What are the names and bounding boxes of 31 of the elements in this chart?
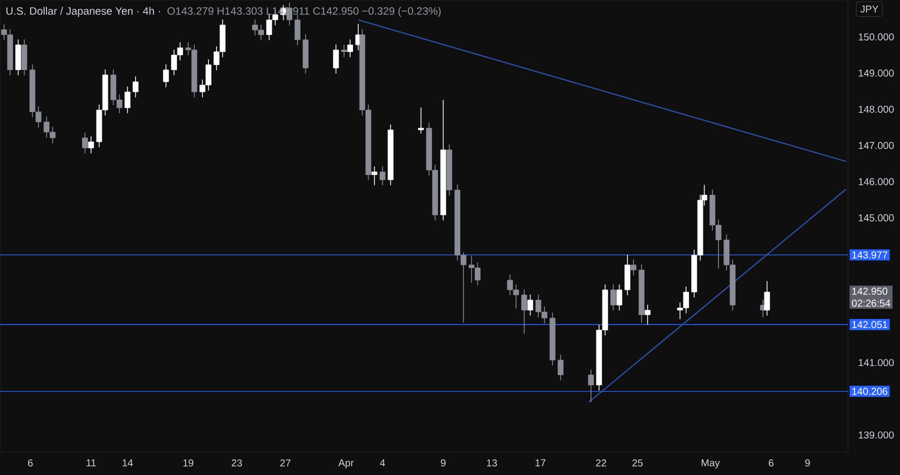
ref-line-label: 142.051 bbox=[852, 321, 888, 328]
x-tick-label: May bbox=[702, 459, 720, 468]
ref-line-label: 140.206 bbox=[852, 388, 888, 395]
x-tick-label: 17 bbox=[536, 459, 546, 466]
x-tick-label: 9 bbox=[440, 459, 446, 466]
x-tick-label: 11 bbox=[86, 459, 96, 466]
text: 142.950 bbox=[852, 288, 888, 295]
ref-line-label: 143.977 bbox=[852, 251, 888, 258]
text: JPY bbox=[860, 6, 878, 13]
x-tick-label: Apr bbox=[338, 459, 354, 468]
y-tick-label: 139.000 bbox=[858, 431, 894, 439]
text: 02:26:54 bbox=[852, 300, 890, 307]
y-tick-label: 145.000 bbox=[858, 214, 894, 222]
x-tick-label: 14 bbox=[122, 459, 133, 466]
x-tick-label: 4 bbox=[380, 459, 385, 466]
y-tick-label: 147.000 bbox=[858, 142, 894, 150]
x-tick-label: 13 bbox=[486, 459, 497, 466]
x-tick-label: 6 bbox=[28, 459, 33, 466]
y-tick-label: 148.000 bbox=[858, 106, 894, 113]
y-tick-label: 149.000 bbox=[858, 70, 894, 77]
x-tick-label: 22 bbox=[596, 459, 606, 466]
x-tick-label: 19 bbox=[183, 459, 194, 466]
y-tick-label: 146.000 bbox=[858, 178, 894, 186]
y-tick-label: 141.000 bbox=[858, 359, 894, 366]
x-tick-label: 23 bbox=[232, 459, 242, 466]
x-tick-label: 25 bbox=[632, 459, 643, 466]
y-tick-label: 150.000 bbox=[858, 33, 894, 40]
x-tick-label: 27 bbox=[280, 459, 290, 466]
text: U.S. Dollar / Japanese Yen · 4h · bbox=[6, 6, 160, 17]
x-tick-label: 9 bbox=[805, 459, 810, 466]
x-tick-label: 6 bbox=[768, 459, 774, 466]
